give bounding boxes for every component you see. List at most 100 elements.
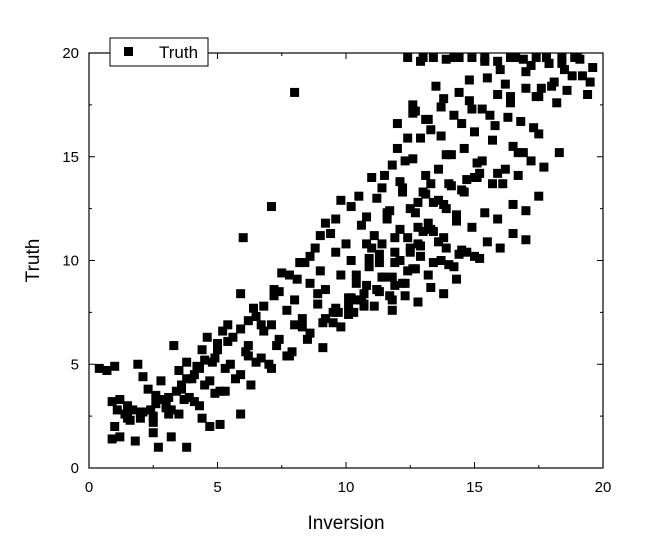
data-point	[400, 156, 410, 166]
data-point	[356, 295, 366, 305]
data-point	[377, 272, 387, 282]
data-point	[369, 231, 379, 241]
data-point	[395, 177, 405, 187]
data-point	[200, 380, 210, 390]
data-point	[557, 58, 567, 68]
data-point	[428, 258, 438, 268]
data-point	[490, 121, 500, 131]
data-point	[452, 274, 462, 284]
data-point	[452, 210, 462, 220]
data-point	[426, 282, 436, 292]
data-point	[390, 258, 400, 268]
data-point	[377, 183, 387, 193]
y-axis: 0 5 10 15 20	[62, 45, 603, 477]
data-point	[197, 345, 207, 355]
data-point	[346, 293, 356, 303]
data-point	[362, 239, 372, 249]
data-point	[274, 334, 284, 344]
data-point	[336, 195, 346, 205]
data-point	[282, 351, 292, 361]
data-point	[213, 345, 222, 355]
data-point	[421, 114, 431, 124]
data-point	[410, 264, 420, 274]
data-point	[531, 53, 541, 62]
data-point	[413, 197, 423, 207]
data-point	[326, 229, 336, 239]
data-point	[480, 208, 490, 218]
data-point	[315, 266, 325, 276]
data-point	[182, 357, 192, 367]
data-point	[372, 193, 382, 203]
data-point	[390, 233, 400, 243]
data-point	[284, 270, 294, 280]
data-point	[495, 65, 505, 75]
data-point	[266, 363, 276, 373]
data-point	[470, 251, 479, 261]
data-point	[351, 270, 361, 280]
data-point	[364, 262, 374, 272]
data-point	[259, 326, 269, 336]
data-point	[220, 363, 230, 373]
data-point	[236, 289, 246, 299]
data-point	[503, 112, 513, 122]
data-point	[115, 395, 125, 405]
data-point	[403, 53, 413, 62]
data-point	[534, 191, 544, 201]
data-point	[148, 428, 158, 438]
data-point	[416, 133, 426, 143]
data-point	[431, 81, 441, 91]
data-point	[241, 347, 251, 357]
data-point	[434, 237, 444, 247]
data-point	[215, 419, 225, 429]
data-point	[112, 405, 122, 415]
data-point	[583, 90, 593, 99]
data-point	[403, 133, 413, 143]
data-point	[521, 67, 531, 77]
data-point	[346, 202, 356, 212]
data-point	[554, 148, 564, 158]
data-point	[426, 179, 436, 189]
data-point	[482, 73, 492, 83]
data-point	[146, 405, 156, 415]
data-point	[138, 372, 148, 382]
data-point	[421, 170, 431, 180]
data-point	[539, 162, 549, 172]
data-point	[331, 214, 341, 224]
data-point	[493, 168, 503, 178]
y-tick-label: 10	[62, 253, 79, 270]
data-point	[372, 285, 382, 295]
data-point	[516, 116, 526, 126]
data-point	[475, 253, 485, 263]
data-point	[472, 173, 482, 182]
data-point	[446, 181, 456, 191]
data-point	[356, 220, 366, 230]
data-point	[205, 422, 215, 431]
data-point	[416, 251, 426, 261]
data-point	[282, 305, 292, 315]
data-point	[251, 357, 261, 367]
legend: Truth	[109, 37, 209, 67]
data-point	[369, 301, 379, 311]
data-point	[287, 347, 297, 357]
data-point	[174, 409, 184, 419]
data-point	[549, 77, 559, 87]
data-point	[349, 307, 359, 317]
data-point	[182, 442, 192, 452]
data-point	[585, 77, 595, 87]
data-point	[521, 235, 531, 245]
data-point	[143, 384, 153, 394]
data-point	[248, 303, 258, 313]
data-point	[505, 98, 515, 108]
data-point	[423, 270, 433, 280]
data-point	[300, 258, 310, 268]
data-point	[387, 272, 397, 282]
data-point	[202, 332, 212, 342]
data-point	[408, 154, 418, 164]
data-point	[220, 386, 230, 396]
data-point	[441, 54, 451, 64]
data-point	[310, 243, 320, 253]
data-point	[195, 401, 205, 411]
data-point	[313, 299, 323, 309]
data-point	[544, 58, 554, 68]
data-point	[487, 179, 497, 189]
